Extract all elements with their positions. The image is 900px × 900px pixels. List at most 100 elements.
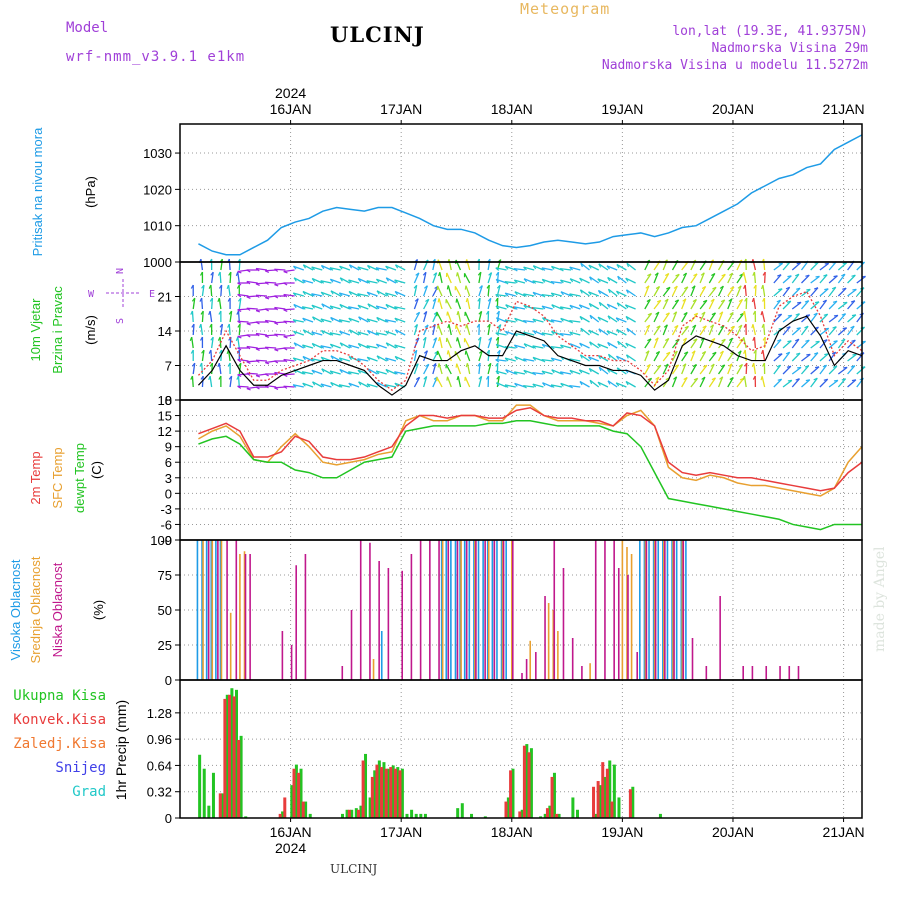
wind-arrow-head (711, 337, 716, 342)
wind-arrow-head (394, 317, 398, 322)
wind-arrow-head (329, 305, 334, 310)
wind-arrow (681, 325, 689, 336)
wind-arrow-head (321, 368, 325, 373)
wind-arrow-head (465, 324, 468, 329)
wind-arrow-head (321, 303, 325, 308)
wind-arrow-head (523, 293, 527, 297)
wind-arrow-head (394, 306, 398, 310)
wind-arrow-head (778, 262, 783, 265)
y-tick-label: 0.64 (147, 758, 172, 773)
wind-arrow (560, 333, 572, 336)
wind-arrow-head (522, 385, 527, 389)
wind-arrow (762, 285, 766, 297)
wind-arrow-head (312, 316, 316, 321)
wind-arrow-head (497, 324, 502, 328)
wind-arrow (579, 369, 590, 375)
wind-arrow (736, 312, 745, 323)
wind-arrow-head (209, 297, 213, 302)
wind-arrow (681, 272, 688, 284)
wind-arrow-head (311, 343, 316, 348)
wind-arrow (445, 363, 452, 375)
wind-arrow (743, 272, 747, 284)
wind-arrow-head (702, 364, 708, 368)
wind-arrow-head (504, 281, 509, 285)
wind-arrow (265, 319, 277, 323)
wind-arrow-head (762, 336, 766, 341)
ukupna-precip-bar (483, 816, 487, 818)
wind-arrow-head (264, 346, 269, 350)
wind-arrow-head (804, 365, 809, 368)
wind-arrow (329, 332, 341, 336)
wind-arrow (192, 363, 196, 375)
wind-arrow (237, 358, 249, 362)
wind-arrow (690, 324, 697, 336)
wind-arrow (847, 365, 856, 375)
wind-arrow (532, 345, 544, 349)
wind-arrow-head (255, 348, 260, 351)
ukupna-precip-bar (234, 689, 238, 818)
wind-arrow (283, 308, 295, 311)
wind-arrow-head (274, 306, 279, 311)
wind-arrow (302, 344, 314, 349)
wind-arrow (201, 310, 204, 323)
wind-arrow (541, 332, 553, 336)
wind-arrow (626, 262, 636, 271)
wind-arrow-head (647, 338, 652, 342)
wind-arrow-head (302, 264, 307, 269)
wind-arrow-head (385, 369, 389, 374)
wind-arrow (255, 332, 268, 336)
wind-arrow (237, 337, 240, 349)
wind-arrow (626, 354, 636, 362)
wind-arrow (201, 375, 204, 388)
wind-arrow (588, 291, 599, 297)
wind-arrow (801, 339, 810, 349)
wind-arrow (662, 363, 669, 375)
wind-arrow (625, 277, 636, 284)
visoka-ylabel: Visoka Oblacnost (8, 559, 23, 660)
wind-arrow (671, 350, 678, 362)
wind-arrow-head (347, 306, 352, 310)
wind-arrow (283, 269, 295, 273)
wind-arrow (662, 312, 670, 323)
wind-arrow-head (246, 387, 251, 391)
wind-arrow (302, 355, 314, 362)
wind-arrow (644, 285, 650, 297)
ukupna-precip-bar (387, 768, 391, 818)
wind-arrow-head (700, 272, 705, 276)
y-tick-label: 1020 (143, 182, 172, 197)
wind-arrow (321, 329, 332, 336)
wind-arrow-head (786, 326, 791, 329)
wind-arrow-head (625, 316, 629, 321)
wind-arrow-head (485, 375, 490, 380)
wind-arrow-head (348, 329, 353, 334)
wind-arrow-head (729, 311, 734, 316)
wind-arrow (367, 329, 378, 336)
ukupna-precip-bar (520, 809, 524, 818)
wind-arrow-head (264, 384, 269, 389)
wind-arrow (338, 384, 351, 388)
ukupna-precip-bar (396, 767, 400, 818)
wind-arrow (220, 284, 223, 297)
wind-arrow (478, 337, 482, 349)
wind-arrow (292, 319, 304, 323)
wind-arrow (255, 282, 267, 285)
wind-arrow-head (762, 271, 766, 276)
wind-arrow-head (852, 288, 857, 291)
wind-arrow-head (217, 271, 221, 276)
wind-arrow (810, 340, 820, 349)
srednja-ylabel: Srednja Oblacnost (28, 556, 43, 663)
wind-arrow (837, 287, 847, 297)
wind-arrow (190, 259, 193, 270)
wind-arrow (791, 378, 800, 388)
wind-arrow-head (208, 310, 211, 316)
konvek-precip-bar (398, 770, 402, 818)
wind-arrow (339, 292, 351, 297)
wind-arrow (246, 345, 258, 349)
wind-arrow-head (588, 368, 592, 373)
wind-arrow (856, 301, 866, 310)
wind-arrow (265, 334, 277, 337)
wind-arrow (357, 358, 369, 362)
wind-arrow (782, 261, 791, 271)
wind-arrow (246, 360, 258, 363)
top-day-label: 20JAN (712, 101, 754, 117)
